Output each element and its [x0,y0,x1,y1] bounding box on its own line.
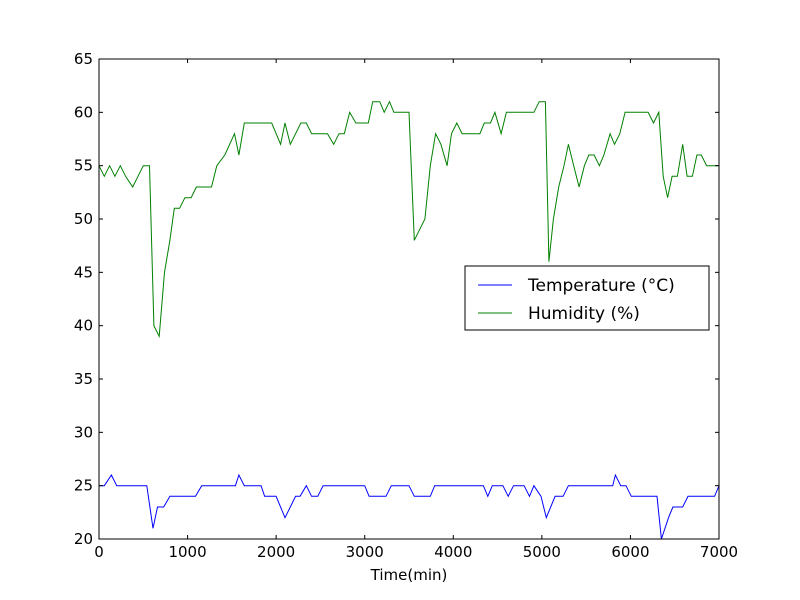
tick-layer: 0 1000 2000 3000 4000 5000 6000 7000 20 25 30 35 40 4… [74,50,738,561]
x-tick-label: 6000 [611,543,649,561]
series-layer [98,100,720,540]
x-tick-label: 1000 [168,543,206,561]
y-tick-label: 50 [74,210,93,228]
legend: Temperature (°C) Humidity (%) [464,265,710,331]
legend-label-humidity: Humidity (%) [528,304,640,324]
x-axis-title: Time(min) [370,566,448,584]
x-tick-label: 4000 [434,543,472,561]
y-tick-label: 40 [74,317,93,335]
y-tick-label: 55 [74,157,93,175]
legend-box [464,265,710,331]
legend-label-temperature: Temperature (°C) [527,276,675,296]
y-tick-label: 25 [74,477,93,495]
x-tick-label: 0 [94,543,104,561]
y-tick-label: 20 [74,530,93,548]
x-tick-label: 7000 [700,543,738,561]
y-tick-label: 35 [74,370,93,388]
y-tick-label: 65 [74,50,93,68]
x-tick-label: 5000 [523,543,561,561]
x-tick-label: 2000 [257,543,295,561]
y-tick-label: 60 [74,103,93,121]
x-tick-label: 3000 [346,543,384,561]
plot-frame [98,58,720,540]
series-line-temperature [99,473,720,540]
series-line-humidity [98,100,719,339]
y-tick-label: 30 [74,423,93,441]
y-tick-label: 45 [74,263,93,281]
